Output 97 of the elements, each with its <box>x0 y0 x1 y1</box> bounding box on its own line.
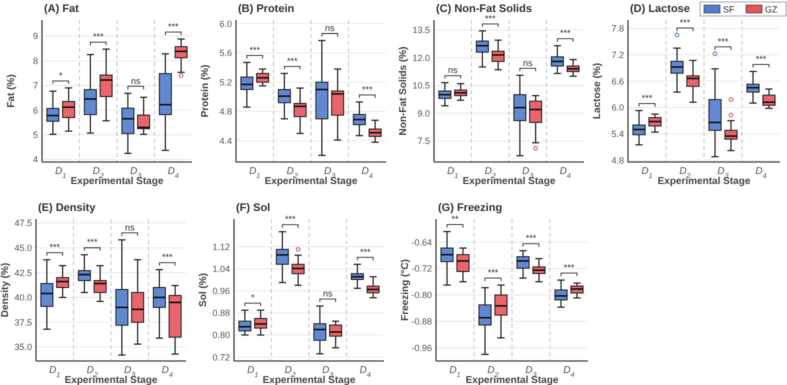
chart-title: (D) Lactose <box>630 3 690 15</box>
annotation: *** <box>484 13 496 24</box>
annotation: ns <box>124 222 135 232</box>
annotation: *** <box>360 246 371 257</box>
y-tick-label: 9.0 <box>417 108 430 118</box>
annotation: *** <box>92 32 104 42</box>
chart-title: (G) Freezing <box>438 202 502 214</box>
y-tick-label: 7.2 <box>611 50 624 60</box>
annotation: *** <box>168 22 179 32</box>
annotation: * <box>58 70 63 80</box>
y-tick-label: 0.96 <box>212 286 230 296</box>
y-tick-label: 12.0 <box>412 52 430 63</box>
y-axis-title: Density (%) <box>0 262 11 318</box>
x-tick-label: D$_{1}$ <box>447 166 458 180</box>
y-tick-label: 42.5 <box>14 268 32 278</box>
y-axis-title: Freezing (°C) <box>400 259 411 321</box>
y-tick-label: 0.80 <box>212 330 230 340</box>
annotation: ns <box>130 76 141 86</box>
y-tick-label: 5.4 <box>611 129 624 140</box>
chart-title: (F) Sol <box>236 202 270 214</box>
x-tick-label: D$_{1}$ <box>247 365 258 378</box>
annotation: *** <box>756 54 767 64</box>
y-tick-label: 1.04 <box>212 264 230 274</box>
annotation: *** <box>680 17 691 28</box>
y-tick-label: 4.4 <box>219 136 232 146</box>
y-tick-label: 5 <box>32 130 38 140</box>
legend-label: SF <box>723 4 736 14</box>
y-tick-label: 7.8 <box>611 24 624 34</box>
y-axis-title: Protein (%) <box>200 64 211 118</box>
y-tick-label: -0.88 <box>411 316 432 327</box>
annotation: *** <box>564 262 575 273</box>
x-tick-label: D$_{4}$ <box>563 365 575 378</box>
y-tick-label: 0.88 <box>212 308 230 318</box>
y-axis-title: Lactose (%) <box>592 62 603 120</box>
legend-label: GZ <box>765 4 778 14</box>
y-tick-label: 4.8 <box>611 155 624 166</box>
y-tick-label: 1.12 <box>212 242 230 252</box>
x-tick-label: D$_{1}$ <box>55 166 66 180</box>
y-tick-label: 6.6 <box>611 76 624 86</box>
annotation: *** <box>488 268 499 278</box>
y-tick-label: 10.5 <box>412 80 430 91</box>
y-tick-label: 35.0 <box>14 342 32 352</box>
x-tick-label: D$_{4}$ <box>168 166 179 180</box>
annotation: *** <box>49 242 60 252</box>
y-axis-title: Non-Fat Solids (%) <box>398 46 409 136</box>
y-tick-label: 6 <box>32 105 38 116</box>
annotation: *** <box>642 93 653 104</box>
annotation: *** <box>526 233 537 244</box>
annotation: ns <box>322 288 333 299</box>
x-tick-label: D$_{1}$ <box>49 365 60 378</box>
annotation: ns <box>324 22 335 33</box>
y-tick-label: -0.72 <box>411 264 432 274</box>
x-tick-label: D$_{1}$ <box>249 166 260 180</box>
chart-title: (E) Density <box>38 202 96 214</box>
y-tick-label: 6.0 <box>611 102 624 113</box>
y-tick-label: -0.80 <box>411 290 432 300</box>
annotation: ns <box>448 65 458 76</box>
annotation: *** <box>718 36 729 46</box>
x-tick-label: D$_{1}$ <box>641 166 653 180</box>
y-tick-label: 4.8 <box>219 106 232 117</box>
x-tick-label: D$_{4}$ <box>360 365 371 378</box>
y-tick-label: 13.5 <box>412 25 430 36</box>
y-tick-label: 0.72 <box>212 352 230 362</box>
annotation: ns <box>522 58 533 68</box>
x-tick-label: D$_{4}$ <box>560 166 571 180</box>
x-tick-label: D$_{4}$ <box>162 365 173 378</box>
y-tick-label: -0.64 <box>411 237 432 248</box>
annotation: *** <box>162 252 173 262</box>
annotation: *** <box>86 237 98 248</box>
annotation: * <box>250 292 255 303</box>
y-tick-label: 9 <box>32 31 38 42</box>
y-tick-label: 7 <box>32 80 38 91</box>
y-tick-label: 5.2 <box>219 77 232 88</box>
x-tick-label: D$_{4}$ <box>362 166 373 180</box>
annotation: *** <box>284 214 296 224</box>
annotation: *** <box>286 56 298 66</box>
y-tick-label: 47.5 <box>14 218 32 228</box>
annotation: *** <box>249 44 260 55</box>
y-tick-label: 8 <box>32 56 38 66</box>
y-tick-label: 40.0 <box>14 292 32 303</box>
y-tick-label: 45.0 <box>14 242 32 253</box>
y-tick-label: 6.0 <box>219 18 232 29</box>
x-tick-label: D$_{4}$ <box>755 166 767 180</box>
x-tick-label: D$_{1}$ <box>449 365 461 378</box>
chart-title: (C) Non-Fat Solids <box>436 3 532 15</box>
y-axis-title: Fat (%) <box>6 74 17 108</box>
chart-title: (B) Protein <box>238 3 294 15</box>
chart-title: (A) Fat <box>44 3 80 15</box>
annotation: ** <box>451 214 459 224</box>
annotation: *** <box>560 28 571 38</box>
annotation: *** <box>362 84 373 94</box>
y-tick-label: 37.5 <box>14 317 32 328</box>
y-tick-label: -0.96 <box>411 342 432 353</box>
y-axis-title: Sol (%) <box>198 273 209 307</box>
y-tick-label: 7.5 <box>417 136 430 146</box>
y-tick-label: 5.6 <box>219 48 232 58</box>
y-tick-label: 4 <box>32 154 38 165</box>
